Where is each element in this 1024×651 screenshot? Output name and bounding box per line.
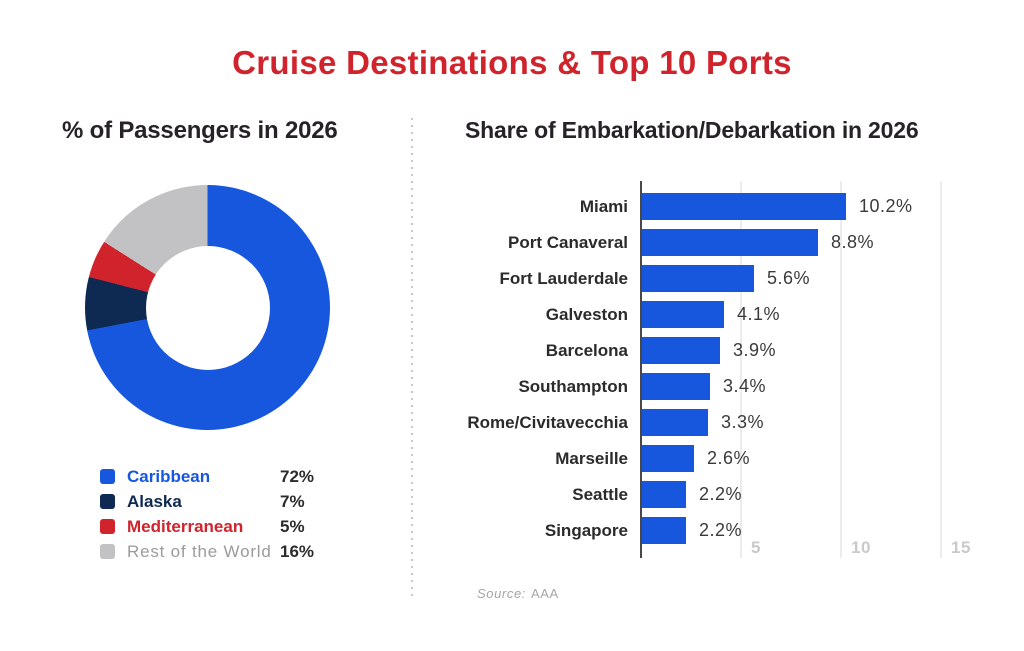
page-title: Cruise Destinations & Top 10 Ports <box>232 44 792 81</box>
legend-swatch <box>100 469 115 484</box>
legend-value: 16% <box>280 542 315 561</box>
bar-value-label: 4.1% <box>737 304 781 324</box>
bar <box>642 337 720 364</box>
y-axis-line <box>640 181 642 558</box>
bar-category-label: Fort Lauderdale <box>499 269 628 288</box>
x-tick-label: 15 <box>951 538 971 557</box>
bar-value-label: 8.8% <box>831 232 875 252</box>
bar-category-label: Southampton <box>518 377 628 396</box>
bar <box>642 373 710 400</box>
legend-label: Rest of the World <box>127 542 272 561</box>
gridline <box>840 181 842 558</box>
bar-category-label: Galveston <box>545 305 628 324</box>
source-value: AAA <box>531 586 559 601</box>
bar-value-label: 5.6% <box>767 268 811 288</box>
bar <box>642 301 724 328</box>
donut-chart <box>85 185 330 430</box>
bar <box>642 517 686 544</box>
bar-value-label: 10.2% <box>859 196 913 216</box>
bar-value-label: 3.4% <box>723 376 767 396</box>
bar-category-label: Rome/Civitavecchia <box>467 413 628 432</box>
bar <box>642 445 694 472</box>
legend-value: 72% <box>280 467 315 486</box>
bar-value-label: 2.6% <box>707 448 751 468</box>
legend-swatch <box>100 494 115 509</box>
bar-chart: 5 10 15 10.2% 8.8% 5.6% 4.1% 3.9% 3.4% 3.3% 2.6% 2.… <box>460 181 1000 558</box>
bar-category-label: Miami <box>579 197 628 216</box>
gridline <box>940 181 942 558</box>
bar <box>642 265 754 292</box>
source-text: Source: AAA <box>477 586 559 601</box>
bar <box>642 481 686 508</box>
bar <box>642 229 818 256</box>
legend-swatch <box>100 544 115 559</box>
legend-row: Rest of the World 16% <box>100 540 400 565</box>
donut-legend: Caribbean 72% Alaska 7% Mediterranean 5% Rest … <box>100 465 400 565</box>
bar-category-label: Barcelona <box>545 341 628 360</box>
legend-label: Caribbean <box>127 467 211 486</box>
legend-row: Mediterranean 5% <box>100 515 400 540</box>
dotted-divider <box>411 118 413 600</box>
legend-row: Caribbean 72% <box>100 465 400 490</box>
source-label: Source: <box>477 586 527 601</box>
bar-value-label: 2.2% <box>699 484 743 504</box>
x-tick-label: 5 <box>751 538 761 557</box>
donut-hole <box>145 245 270 370</box>
legend-row: Alaska 7% <box>100 490 400 515</box>
donut-section-heading: % of Passengers in 2026 <box>62 117 338 144</box>
bar-value-label: 3.9% <box>733 340 777 360</box>
legend-value: 7% <box>280 492 305 511</box>
legend-label: Mediterranean <box>127 517 244 536</box>
bar-value-label: 3.3% <box>721 412 765 432</box>
bar-category-label: Marseille <box>555 449 628 468</box>
x-tick-label: 10 <box>851 538 871 557</box>
bar-category-label: Port Canaveral <box>508 233 628 252</box>
gridline <box>740 181 742 558</box>
bar-section-heading: Share of Embarkation/Debarkation in 2026 <box>465 117 919 143</box>
bar-category-label: Seattle <box>572 485 628 504</box>
bar <box>642 193 846 220</box>
bar-value-label: 2.2% <box>699 520 743 540</box>
bar-chart-plot: 5 10 15 10.2% 8.8% 5.6% 4.1% 3.9% 3.4% 3.3% 2.6% 2.… <box>640 181 980 558</box>
bar-category-label: Singapore <box>544 521 628 540</box>
legend-value: 5% <box>280 517 305 536</box>
legend-label: Alaska <box>127 492 182 511</box>
legend-swatch <box>100 519 115 534</box>
bar <box>642 409 708 436</box>
